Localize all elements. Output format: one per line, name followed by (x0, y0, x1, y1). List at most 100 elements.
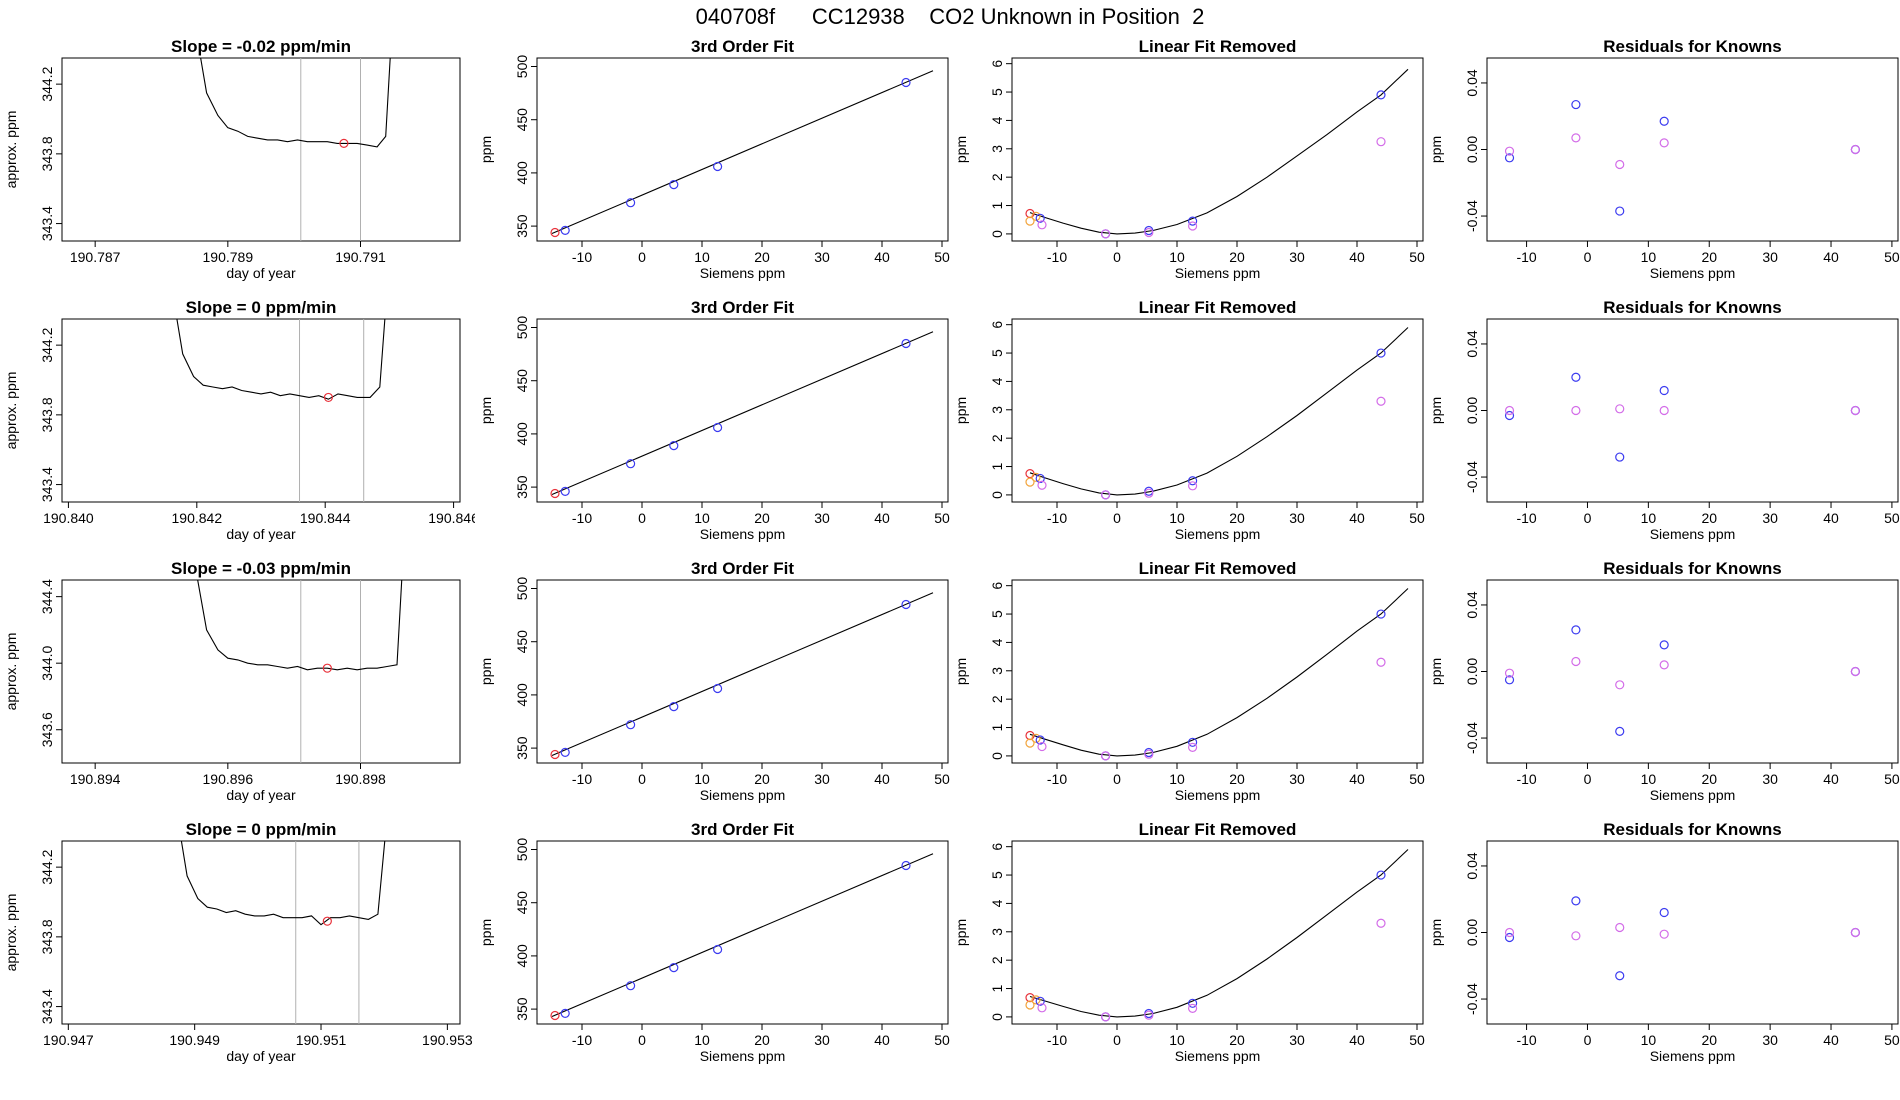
x-tick-label: 0 (638, 510, 646, 526)
data-point-blue (901, 860, 911, 871)
data-point-blue (1504, 932, 1515, 943)
x-axis-label: Siemens ppm (1175, 1048, 1261, 1064)
x-tick-label: 30 (814, 1032, 830, 1048)
y-tick-label: 0.00 (1464, 397, 1480, 424)
plot-frame (61, 579, 461, 764)
data-point-magenta (1850, 666, 1860, 677)
x-tick-label: 0 (1584, 510, 1592, 526)
chart-title: 3rd Order Fit (691, 821, 794, 839)
y-tick-label: 5 (989, 871, 1005, 879)
data-point-blue (669, 963, 679, 973)
x-axis-label: Siemens ppm (1650, 787, 1736, 803)
data-point-blue (1504, 675, 1515, 685)
x-tick-label: 50 (934, 249, 950, 265)
data-point-magenta (1101, 490, 1111, 500)
data-point-blue (560, 486, 570, 496)
data-point-magenta (1615, 680, 1625, 690)
plot-area (180, 841, 386, 1024)
data-point-magenta (1659, 138, 1669, 148)
fit-curve (1029, 588, 1409, 757)
x-tick-label: 40 (1349, 771, 1365, 787)
data-point-magenta (1615, 922, 1625, 933)
x-tick-label: 190.947 (43, 1032, 94, 1048)
y-tick-label: 450 (514, 630, 530, 654)
y-tick-label: 2 (989, 695, 1005, 703)
x-tick-label: 0 (1113, 249, 1121, 265)
y-axis-label: ppm (953, 919, 969, 946)
x-tick-label: 40 (874, 249, 890, 265)
y-axis-label: ppm (953, 658, 969, 685)
y-tick-label: 0 (989, 491, 1005, 499)
x-tick-label: 190.840 (43, 510, 94, 526)
y-axis-label: ppm (1428, 919, 1444, 946)
x-tick-label: 190.953 (422, 1032, 473, 1048)
y-tick-label: 0.04 (1464, 591, 1480, 618)
plot-frame (1011, 579, 1424, 764)
x-tick-label: 50 (934, 510, 950, 526)
x-tick-label: 50 (1884, 1032, 1900, 1048)
x-tick-label: 20 (1701, 249, 1717, 265)
trace-marker (322, 663, 332, 673)
chart-svg: Residuals for Knowns -10 0 10 20 30 40 50 -0.04 0… (1428, 38, 1900, 281)
data-point-magenta (1615, 404, 1625, 414)
data-point-blue (1035, 213, 1045, 223)
chart-panel-r2-trace: Slope = 0 ppm/min 190.840 190.842 190.844 19… (0, 299, 475, 559)
y-tick-label: 343.4 (39, 206, 55, 241)
y-tick-label: 400 (514, 683, 530, 707)
data-point-orange (1025, 1000, 1035, 1010)
y-tick-label: 350 (514, 475, 530, 499)
data-point-red (550, 749, 560, 760)
x-tick-label: 190.949 (169, 1032, 220, 1048)
chart-panel-r4-res: Residuals for Knowns -10 0 10 20 30 40 50 -0.04 0… (1425, 821, 1900, 1081)
chart-title: Slope = 0 ppm/min (186, 821, 337, 839)
plot-area (550, 70, 934, 238)
plot-frame (536, 57, 949, 242)
fit-curve (1029, 68, 1409, 235)
x-tick-label: -10 (1047, 1032, 1067, 1048)
data-point-magenta (1188, 221, 1198, 231)
chart-panel-r3-fit: 3rd Order Fit -10 0 10 20 30 40 50 350 400 450 500 S… (475, 560, 950, 820)
plot-area (1504, 99, 1860, 216)
y-tick-label: 0.04 (1464, 330, 1480, 357)
y-tick-label: 4 (989, 377, 1005, 385)
x-axis-label: Siemens ppm (1175, 787, 1261, 803)
chart-title: Slope = -0.03 ppm/min (171, 560, 351, 578)
y-tick-label: 400 (514, 161, 530, 185)
data-point-blue (1659, 907, 1669, 918)
data-point-magenta (1188, 742, 1198, 752)
x-tick-label: 20 (1701, 1032, 1717, 1048)
x-tick-label: 50 (934, 771, 950, 787)
x-tick-label: 10 (1641, 771, 1657, 787)
x-tick-label: -10 (1516, 771, 1536, 787)
data-point-orange (1031, 211, 1041, 221)
plot-area (1025, 68, 1409, 239)
x-tick-label: 40 (1349, 249, 1365, 265)
x-tick-label: 20 (1701, 510, 1717, 526)
x-tick-label: 20 (754, 249, 770, 265)
y-tick-label: 343.8 (39, 919, 55, 954)
x-tick-label: 40 (874, 771, 890, 787)
chart-title: 3rd Order Fit (691, 299, 794, 317)
data-point-magenta (1504, 146, 1515, 156)
chart-panel-r1-lin: Linear Fit Removed -10 0 10 20 30 40 50 0 1 2 3 4 5 6 S… (950, 38, 1425, 298)
x-tick-label: 40 (1823, 510, 1839, 526)
data-point-magenta (1376, 657, 1386, 667)
y-tick-label: 3 (989, 928, 1005, 936)
y-tick-label: 1 (989, 462, 1005, 470)
chart-title: Linear Fit Removed (1139, 299, 1297, 317)
y-tick-label: -0.04 (1464, 200, 1480, 232)
x-tick-label: -10 (1047, 771, 1067, 787)
plot-frame (536, 579, 949, 764)
data-point-blue (1188, 216, 1198, 226)
data-point-blue (1659, 385, 1669, 396)
y-tick-label: 343.6 (39, 712, 55, 747)
data-point-blue (669, 441, 679, 451)
x-tick-label: 20 (1229, 510, 1245, 526)
y-axis-label: ppm (478, 397, 494, 424)
x-tick-label: 50 (1884, 249, 1900, 265)
y-axis-label: ppm (1428, 658, 1444, 685)
y-tick-label: 350 (514, 736, 530, 760)
x-tick-label: -10 (1047, 249, 1067, 265)
y-tick-label: 350 (514, 214, 530, 238)
chart-svg: Linear Fit Removed -10 0 10 20 30 40 50 0 1 2 3 4 5 6 S… (953, 560, 1425, 803)
